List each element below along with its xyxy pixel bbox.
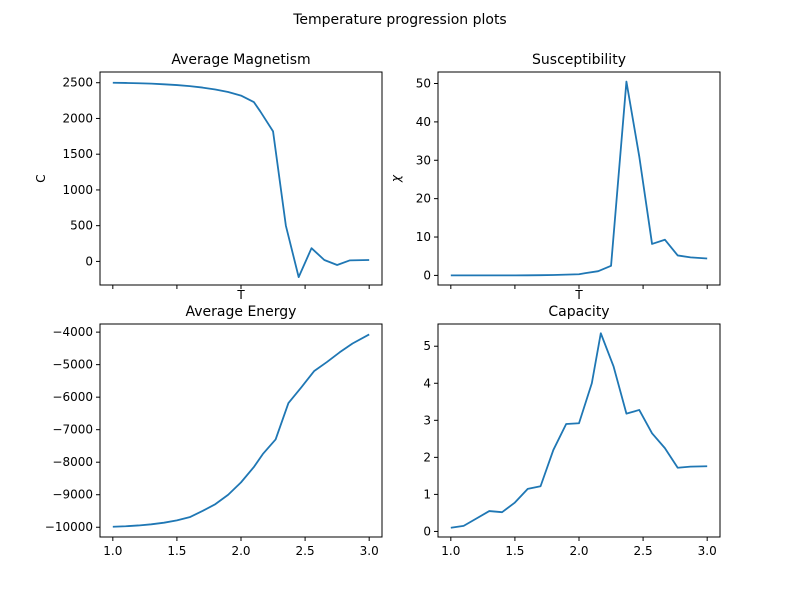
figure-suptitle: Temperature progression plots — [292, 12, 506, 28]
x-tick-label: 2.5 — [634, 544, 653, 558]
y-tick-label: −9000 — [52, 488, 93, 502]
x-tick-label: 3.0 — [360, 544, 379, 558]
y-axis-label: C — [34, 174, 48, 182]
y-tick-label: −5000 — [52, 358, 93, 372]
x-tick-label: 2.0 — [231, 544, 250, 558]
plot-frame — [437, 71, 721, 286]
plot-frame — [437, 323, 721, 538]
y-tick-label: 0 — [423, 268, 431, 282]
x-tick-label: 3.0 — [698, 544, 717, 558]
subplot-title: Susceptibility — [532, 52, 626, 68]
y-tick-label: 1 — [423, 487, 431, 501]
series-line — [450, 80, 708, 277]
y-axis-label: χ — [389, 174, 403, 183]
y-tick-label: −8000 — [52, 455, 93, 469]
subplot-4: 1.0 1.5 2.0 2.5 3.0 0 1 2 3 4 5 Capacity — [423, 304, 721, 558]
y-tick-label: 2 — [423, 450, 431, 464]
subplot-title: Capacity — [548, 304, 609, 320]
y-tick-label: 1500 — [62, 147, 93, 161]
y-tick-label: 0 — [85, 254, 93, 268]
subplot-2: 0 10 20 30 40 50 Susceptibility Tχ — [389, 52, 721, 302]
y-tick-label: 20 — [416, 192, 431, 206]
x-tick-label: 1.5 — [167, 544, 186, 558]
y-tick-label: 2000 — [62, 111, 93, 125]
subplot-title: Average Magnetism — [171, 52, 310, 68]
y-tick-label: −10000 — [45, 520, 93, 534]
subplot-title: Average Energy — [186, 304, 297, 320]
x-tick-label: 1.0 — [441, 544, 460, 558]
y-tick-label: 2500 — [62, 76, 93, 90]
subplot-3: 1.0 1.5 2.0 2.5 3.0 −10000 −9000 −8000 −7000 −600… — [45, 304, 383, 558]
plot-frame — [99, 71, 383, 286]
y-tick-label: 1000 — [62, 183, 93, 197]
y-tick-label: 3 — [423, 413, 431, 427]
y-tick-label: 50 — [416, 77, 431, 91]
x-tick-label: 2.0 — [569, 544, 588, 558]
series-line — [112, 333, 370, 528]
y-tick-label: 500 — [70, 219, 93, 233]
x-tick-label: 1.0 — [103, 544, 122, 558]
series-line — [450, 332, 708, 529]
y-tick-label: −6000 — [52, 390, 93, 404]
plot-frame — [99, 323, 383, 538]
series-line — [112, 81, 370, 279]
y-tick-label: −7000 — [52, 423, 93, 437]
y-tick-label: 5 — [423, 339, 431, 353]
x-axis-label: T — [574, 288, 583, 302]
x-tick-label: 1.5 — [505, 544, 524, 558]
y-tick-label: 10 — [416, 230, 431, 244]
y-tick-label: 0 — [423, 524, 431, 538]
y-tick-label: 4 — [423, 376, 431, 390]
y-tick-label: 40 — [416, 115, 431, 129]
x-axis-label: T — [236, 288, 245, 302]
y-tick-label: 30 — [416, 153, 431, 167]
subplot-1: 0 500 1000 1500 2000 2500 Average Magnetism T C — [34, 52, 383, 302]
y-tick-label: −4000 — [52, 325, 93, 339]
x-tick-label: 2.5 — [296, 544, 315, 558]
